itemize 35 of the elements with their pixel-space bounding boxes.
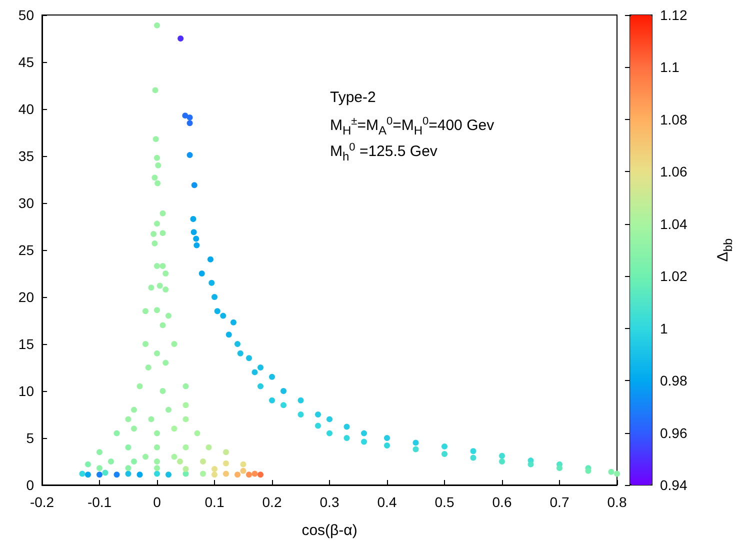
color-bar-title: Δbb: [714, 238, 735, 262]
x-tick-label: 0.6: [492, 494, 512, 510]
x-axis-title: cos(β-α): [302, 522, 358, 539]
x-tick-label: 0.8: [607, 494, 627, 510]
color-bar-label: 1.02: [660, 268, 688, 284]
y-tick-label: 5: [26, 430, 34, 446]
x-tick-label: 0.2: [262, 494, 282, 510]
y-tick-label: 0: [26, 477, 34, 493]
y-tick-label: 35: [18, 148, 34, 164]
x-tick-label: -0.2: [30, 494, 54, 510]
x-tick-label: 0.3: [320, 494, 340, 510]
x-tick-label: 0.4: [377, 494, 397, 510]
y-tick-label: 25: [18, 242, 34, 258]
x-tick-label: 0.1: [204, 494, 224, 510]
x-tick-label: 0.7: [550, 494, 570, 510]
y-tick-label: 10: [18, 383, 34, 399]
y-tick-label: 15: [18, 336, 34, 352]
color-bar-label: 0.96: [660, 424, 688, 441]
color-bar-label: 1.04: [660, 216, 688, 232]
y-tick-label: 50: [18, 7, 34, 23]
annotation: Type-2: [330, 89, 376, 106]
color-bar-label: 1.12: [660, 7, 688, 23]
y-tick-label: 45: [18, 54, 34, 70]
y-tick-label: 20: [18, 289, 34, 305]
x-tick-label: -0.1: [87, 494, 112, 510]
color-bar-label: 1.08: [660, 111, 688, 128]
x-tick-label: 0.5: [434, 494, 454, 510]
x-tick-label: 0: [153, 494, 162, 510]
color-bar-label: 0.94: [660, 477, 688, 493]
color-bar-label: 1.1: [660, 59, 680, 76]
color-bar-label: 0.98: [660, 372, 688, 389]
y-tick-label: 40: [18, 101, 34, 117]
color-bar-label: 1.06: [660, 164, 688, 180]
color-bar-label: 1: [660, 320, 668, 336]
y-tick-label: 30: [18, 195, 34, 211]
